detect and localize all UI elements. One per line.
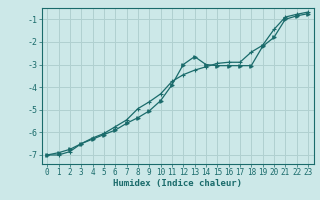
X-axis label: Humidex (Indice chaleur): Humidex (Indice chaleur) [113,179,242,188]
